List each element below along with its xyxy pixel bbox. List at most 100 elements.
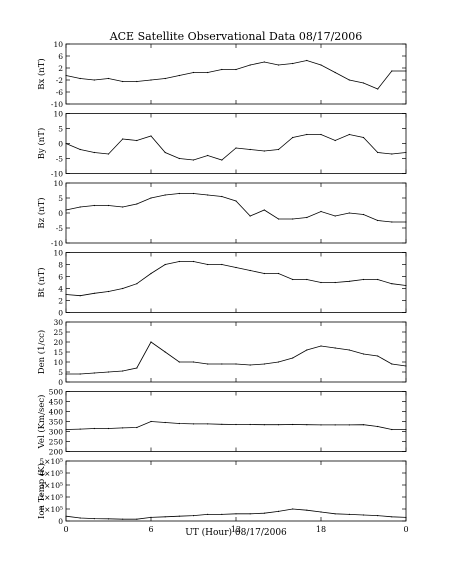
data-point [405, 365, 407, 367]
data-point [377, 515, 379, 517]
data-point [178, 515, 180, 517]
data-point [306, 59, 308, 62]
data-point [136, 426, 138, 429]
data-point [221, 423, 223, 425]
data-point [150, 135, 152, 137]
data-point [221, 68, 223, 71]
data-point [122, 287, 124, 290]
y-tick-label: 5 [58, 368, 63, 377]
data-point [122, 138, 124, 140]
data-point [334, 139, 336, 142]
y-tick-label: -10 [51, 100, 63, 109]
data-point [235, 200, 237, 202]
y-tick-label: 2×10⁵ [39, 493, 63, 502]
panel-2: -10 -5 0 5 10 Bz (nT) [36, 179, 407, 248]
x-tick-label: 0 [403, 525, 408, 534]
chart-title: ACE Satellite Observational Data 08/17/2… [109, 30, 363, 43]
data-point [277, 424, 280, 426]
data-point [405, 284, 407, 287]
data-point [122, 370, 124, 372]
data-point [405, 151, 407, 154]
panel-3: 0 2 4 6 8 10 Bt (nT) [36, 249, 407, 318]
data-point [221, 263, 223, 266]
y-axis-label: Bz (nT) [36, 197, 47, 228]
data-point [178, 361, 180, 363]
data-point [221, 513, 223, 516]
data-point [277, 218, 280, 220]
data-point [178, 422, 180, 425]
data-point [362, 514, 365, 516]
data-point [164, 151, 166, 154]
data-point [150, 341, 152, 343]
data-point [93, 372, 95, 374]
data-point [320, 210, 322, 213]
panel-frame [65, 252, 407, 313]
data-point [292, 62, 294, 65]
data-point [136, 283, 138, 285]
y-axis-label: Vel (Km/sec) [36, 395, 47, 450]
data-point [292, 278, 294, 281]
y-tick-label: 25 [53, 328, 63, 337]
y-tick-label: 0 [58, 209, 63, 218]
data-point [150, 272, 152, 275]
data-point [65, 209, 67, 211]
data-point [107, 290, 110, 293]
data-point [79, 517, 81, 519]
data-point [377, 355, 379, 357]
data-point [164, 194, 166, 196]
y-tick-label: 20 [53, 338, 63, 347]
data-point [377, 88, 379, 90]
series-line [66, 341, 407, 375]
data-point [377, 425, 379, 428]
y-tick-label: -5 [56, 224, 64, 233]
y-tick-label: 10 [53, 110, 63, 119]
data-point [362, 353, 365, 355]
panel-0: -10 -6 -2 2 6 10 Bx (nT) [36, 40, 407, 109]
data-point [263, 209, 265, 211]
data-point [249, 364, 251, 366]
data-point [192, 260, 195, 263]
data-point [150, 79, 152, 81]
x-tick-label: 12 [231, 525, 241, 534]
panel-frame [65, 182, 407, 244]
data-point [320, 281, 322, 284]
data-point [277, 510, 280, 512]
series-line [65, 134, 407, 161]
data-point [263, 150, 265, 152]
y-tick-label: 200 [49, 448, 64, 457]
data-point [150, 516, 152, 519]
data-point [391, 428, 393, 431]
data-point [136, 518, 138, 520]
y-tick-label: 400 [49, 408, 64, 417]
data-point [221, 363, 223, 365]
data-point [391, 221, 393, 223]
data-point [292, 423, 294, 426]
series-line [65, 421, 406, 430]
data-point [334, 513, 336, 515]
panel-frame [65, 391, 407, 452]
data-point [263, 512, 265, 514]
data-point [405, 516, 407, 519]
data-point [263, 272, 265, 275]
data-point [362, 424, 365, 426]
data-point [320, 345, 322, 347]
data-point [235, 363, 237, 365]
y-tick-label: 5 [58, 194, 63, 203]
data-point [136, 80, 138, 83]
data-point [93, 151, 95, 154]
series-line [65, 261, 407, 297]
panel-frame [65, 43, 407, 105]
data-point [235, 266, 237, 269]
data-point [292, 218, 294, 220]
data-point [164, 351, 166, 353]
data-point [192, 192, 195, 195]
data-point [320, 64, 322, 66]
x-tick-label: 0 [63, 525, 68, 534]
data-point [164, 516, 166, 518]
data-point [391, 153, 393, 155]
data-point [107, 153, 110, 155]
y-tick-label: -6 [56, 88, 64, 97]
x-tick-label: 18 [316, 525, 326, 534]
data-point [178, 192, 180, 195]
